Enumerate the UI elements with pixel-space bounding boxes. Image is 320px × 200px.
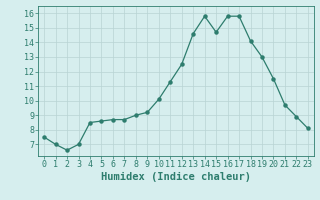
X-axis label: Humidex (Indice chaleur): Humidex (Indice chaleur) xyxy=(101,172,251,182)
